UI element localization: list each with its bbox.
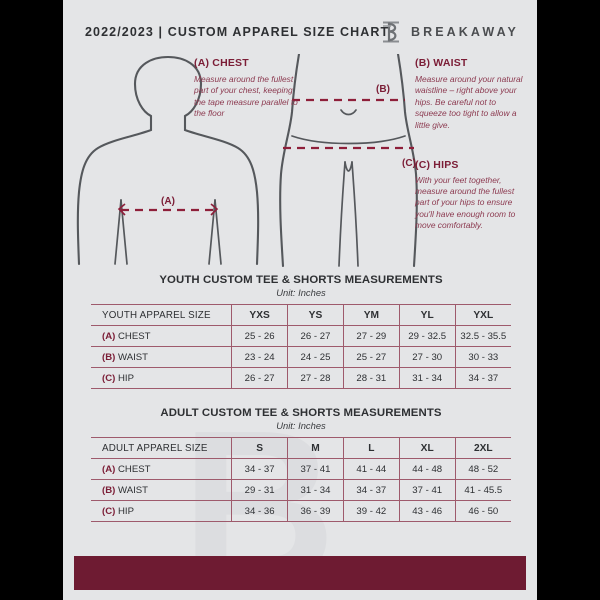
cell-hip-2xl: 46 - 50: [454, 500, 511, 522]
youth-header-label: YOUTH APPAREL SIZE: [91, 304, 233, 326]
cell-hip-l: 39 - 42: [342, 500, 400, 522]
row-name: WAIST: [115, 484, 149, 496]
size-chart-page: B 2022/2023 | CUSTOM APPAREL SIZE CHART …: [63, 0, 537, 600]
waist-measure-label: (B): [376, 84, 390, 95]
hips-diagram: (B) (C): [279, 54, 418, 268]
row-name: HIP: [115, 372, 134, 384]
torso-diagram: (A): [76, 55, 260, 266]
callout-waist: (B) WAIST Measure around your natural wa…: [415, 57, 527, 131]
adult-table-title: ADULT CUSTOM TEE & SHORTS MEASUREMENTS: [160, 407, 442, 419]
callout-hips-heading: (C) HIPS: [415, 159, 459, 171]
adult-header-label: ADULT APPAREL SIZE: [91, 437, 233, 459]
cell-waist-2xl: 41 - 45.5: [454, 479, 511, 501]
table-row: (A) CHEST 25 - 26 26 - 27 27 - 29 29 - 32.5 3…: [91, 325, 511, 347]
row-name: CHEST: [115, 463, 151, 475]
cell-hip-xl: 43 - 46: [398, 500, 456, 522]
adult-table-unit: Unit: Inches: [276, 420, 326, 431]
row-name: WAIST: [115, 351, 149, 363]
cell-hip-yxs: 26 - 27: [231, 367, 289, 389]
callout-chest: (A) CHEST Measure around the fullest par…: [194, 57, 306, 120]
youth-table-title: YOUTH CUSTOM TEE & SHORTS MEASUREMENTS: [159, 274, 443, 286]
cell-hip-m: 36 - 39: [287, 500, 344, 522]
adult-header-row: ADULT APPAREL SIZE S M L XL 2XL: [91, 437, 511, 459]
cell-chest-ys: 26 - 27: [287, 325, 344, 347]
youth-header-row: YOUTH APPAREL SIZE YXS YS YM YL YXL: [91, 304, 511, 326]
callout-waist-heading: (B) WAIST: [415, 57, 468, 69]
row-tag: (B): [102, 351, 116, 363]
page-header: 2022/2023 | CUSTOM APPAREL SIZE CHART BR…: [63, 18, 537, 46]
cell-waist-l: 34 - 37: [342, 479, 400, 501]
adult-row-label-waist: (B) WAIST: [91, 479, 233, 501]
youth-row-label-chest: (A) CHEST: [91, 325, 233, 347]
cell-chest-m: 37 - 41: [287, 458, 344, 480]
adult-size-header-l: L: [342, 437, 400, 459]
cell-chest-yxl: 32.5 - 35.5: [454, 325, 511, 347]
adult-row-label-hip: (C) HIP: [91, 500, 233, 522]
cell-waist-ys: 24 - 25: [287, 346, 344, 368]
cell-chest-xl: 44 - 48: [398, 458, 456, 480]
row-tag: (A): [102, 330, 116, 342]
cell-chest-yxs: 25 - 26: [231, 325, 289, 347]
adult-size-header-2xl: 2XL: [454, 437, 511, 459]
cell-chest-ym: 27 - 29: [342, 325, 400, 347]
cell-chest-2xl: 48 - 52: [454, 458, 511, 480]
brand-lockup: BREAKAWAY: [380, 18, 519, 46]
table-row: (B) WAIST 29 - 31 31 - 34 34 - 37 37 - 41 41 …: [91, 479, 511, 501]
adult-size-header-m: M: [287, 437, 344, 459]
breakaway-b-logo-icon: [382, 21, 399, 43]
callout-hips: (C) HIPS With your feet together, measur…: [415, 159, 527, 231]
adult-size-header-xl: XL: [398, 437, 456, 459]
youth-size-header-ys: YS: [287, 304, 344, 326]
youth-table-unit: Unit: Inches: [276, 287, 326, 298]
youth-size-header-yxl: YXL: [454, 304, 511, 326]
youth-size-table-block: YOUTH CUSTOM TEE & SHORTS MEASUREMENTS U…: [91, 274, 511, 389]
row-tag: (C): [102, 372, 116, 384]
row-tag: (B): [102, 484, 116, 496]
cell-hip-yl: 31 - 34: [398, 367, 456, 389]
cell-hip-ym: 28 - 31: [342, 367, 400, 389]
table-row: (C) HIP 26 - 27 27 - 28 28 - 31 31 - 34 34 - …: [91, 367, 511, 389]
row-tag: (C): [102, 505, 116, 517]
brand-name: BREAKAWAY: [410, 25, 519, 39]
callout-chest-heading: (A) CHEST: [194, 57, 249, 69]
cell-waist-yxl: 30 - 33: [454, 346, 511, 368]
adult-size-header-s: S: [231, 437, 289, 459]
cell-waist-m: 31 - 34: [287, 479, 344, 501]
table-row: (A) CHEST 34 - 37 37 - 41 41 - 44 44 - 48 48 …: [91, 458, 511, 480]
cell-chest-l: 41 - 44: [342, 458, 400, 480]
youth-row-label-hip: (C) HIP: [91, 367, 233, 389]
youth-row-label-waist: (B) WAIST: [91, 346, 233, 368]
callout-waist-body: Measure around your natural waistline – …: [415, 74, 523, 130]
row-name: HIP: [115, 505, 134, 517]
cell-chest-yl: 29 - 32.5: [398, 325, 456, 347]
cell-waist-yxs: 23 - 24: [231, 346, 289, 368]
cell-waist-xl: 37 - 41: [398, 479, 456, 501]
cell-waist-ym: 25 - 27: [342, 346, 400, 368]
adult-size-table: ADULT APPAREL SIZE S M L XL 2XL (A) CHEST 34 - …: [91, 437, 511, 522]
youth-size-header-yl: YL: [398, 304, 456, 326]
youth-size-header-yxs: YXS: [231, 304, 289, 326]
footer-bar: [74, 556, 526, 590]
cell-hip-ys: 27 - 28: [287, 367, 344, 389]
cell-chest-s: 34 - 37: [231, 458, 289, 480]
callout-hips-body: With your feet together, measure around …: [415, 175, 516, 230]
adult-size-table-block: ADULT CUSTOM TEE & SHORTS MEASUREMENTS U…: [91, 407, 511, 522]
adult-row-label-chest: (A) CHEST: [91, 458, 233, 480]
cell-hip-s: 34 - 36: [231, 500, 289, 522]
youth-size-table: YOUTH APPAREL SIZE YXS YS YM YL YXL (A) CHEST 2…: [91, 304, 511, 389]
chest-measure-label: (A): [161, 196, 175, 207]
table-row: (C) HIP 34 - 36 36 - 39 39 - 42 43 - 46 46 - …: [91, 500, 511, 522]
measurement-diagrams: (A) (B) (C) (A) CHEST Measure around the…: [63, 52, 537, 270]
table-row: (B) WAIST 23 - 24 24 - 25 25 - 27 27 - 30 30 …: [91, 346, 511, 368]
cell-hip-yxl: 34 - 37: [454, 367, 511, 389]
cell-waist-yl: 27 - 30: [398, 346, 456, 368]
youth-size-header-ym: YM: [342, 304, 400, 326]
row-name: CHEST: [115, 330, 151, 342]
row-tag: (A): [102, 463, 116, 475]
cell-waist-s: 29 - 31: [231, 479, 289, 501]
hips-measure-label: (C): [402, 158, 416, 169]
page-title: 2022/2023 | CUSTOM APPAREL SIZE CHART: [85, 25, 390, 39]
callout-chest-body: Measure around the fullest part of your …: [194, 74, 298, 119]
